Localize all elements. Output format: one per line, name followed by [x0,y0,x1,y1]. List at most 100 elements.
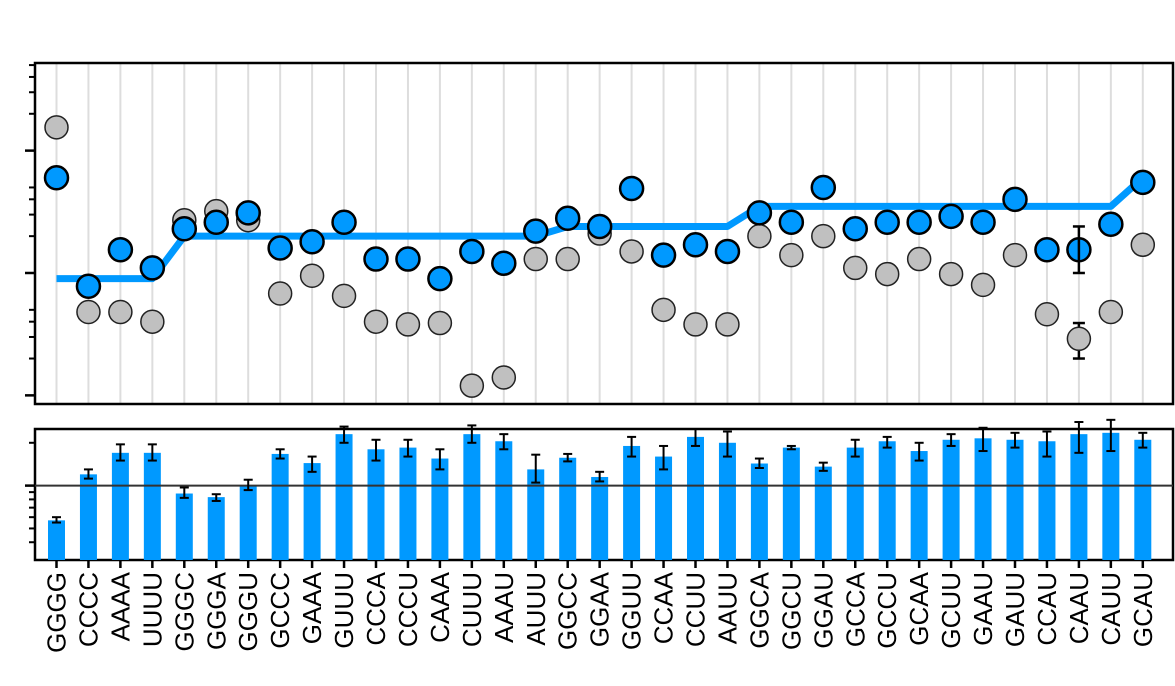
x-tick-label-GGGU: GGGU [233,572,263,651]
bar-AAAA [111,452,129,560]
x-tick-label-GGUU: GGUU [617,572,647,650]
grey-point-GGCA [747,223,772,249]
bar-CAAA [431,458,449,560]
blue-point-GUUU [331,209,357,235]
x-tick-label-CCAU: CCAU [1032,572,1062,646]
grey-point-CUUU [459,373,485,398]
bar-AAUU [718,442,736,560]
grey-point-GCCU [874,261,900,287]
blue-point-GGCA [746,200,773,226]
x-tick-label-GGGC: GGGC [169,572,199,651]
x-tick-label-GGCA: GGCA [744,571,774,648]
grey-point-CAAA [427,310,453,336]
bar-GGUU [623,445,641,560]
bar-GCAA [910,451,928,560]
x-tick-label-CAAA: CAAA [425,571,455,642]
x-tick-label-GGGA: GGGA [201,571,231,650]
x-tick-label-UUUU: UUUU [137,572,167,647]
x-tick-label-GCCA: GCCA [840,571,870,647]
blue-point-GGGA [203,209,229,235]
blue-point-AAAU [491,250,517,277]
grey-point-GCUU [938,261,964,287]
bar-CUUU [463,434,481,560]
grey-point-GGAU [811,223,836,249]
grey-point-AAUU [715,312,740,337]
grey-point-GCAU [1130,232,1156,258]
x-tick-label-GGGG: GGGG [42,572,72,653]
grey-point-CCUU [683,312,708,337]
bar-GGGA [207,497,225,560]
x-tick-label-GAAA: GAAA [297,571,327,644]
grey-point-AUUU [523,246,548,272]
blue-point-GCAA [906,209,932,235]
grey-point-GAAU [970,272,996,298]
bar-GGAU [814,466,832,560]
blue-point-GCUU [938,203,964,230]
grey-point-CCCU [395,312,421,337]
x-tick-label-GUUU: GUUU [329,572,359,649]
bar-AUUU [527,469,545,560]
x-tick-label-GGAU: GGAU [808,572,838,649]
x-tick-label-GCAU: GCAU [1128,572,1158,647]
blue-point-GGAA [586,213,613,240]
bar-GGCC [559,457,577,560]
grey-point-GGUU [619,239,644,264]
blue-point-CCAA [650,242,677,268]
blue-point-GGAU [810,174,837,201]
blue-point-GCCA [842,215,868,242]
x-tick-label-AUUU: AUUU [521,572,551,646]
grey-point-CAAU [1066,326,1092,352]
blue-point-AAAA [107,236,134,263]
x-tick-label-GGAA: GGAA [585,571,615,647]
blue-point-GGGG [43,165,70,191]
x-tick-label-GGCC: GGCC [553,572,583,650]
blue-point-GGCU [778,209,805,235]
bar-CCCU [399,447,417,560]
x-tick-label-CCUU: CCUU [681,572,711,647]
x-tick-label-CCCC: CCCC [73,572,103,647]
bar-CCUU [687,436,704,560]
grey-point-GGGG [44,115,69,140]
bar-CCCA [367,449,385,560]
blue-point-GGUU [618,175,645,202]
grey-point-UUUU [140,309,165,334]
bar-UUUU [143,452,161,560]
grey-point-CAUU [1098,299,1124,325]
grey-point-CCCC [76,299,101,325]
bar-CAUU [1102,432,1120,560]
bar-GCCU [878,441,896,560]
blue-point-GAAU [970,209,996,235]
blue-point-CCUU [682,232,709,258]
grey-point-GAAA [299,263,325,288]
grey-point-GCCA [843,255,868,281]
blue-point-CCCC [75,273,102,299]
x-tick-label-GCCC: GCCC [265,572,295,649]
top-panel [25,61,1175,406]
grey-point-GGCU [779,242,804,268]
blue-point-CCCA [363,246,389,272]
bar-GCCA [846,447,864,560]
blue-point-GCAU [1130,169,1156,196]
blue-point-UUUU [139,255,166,281]
x-tick-label-GGCU: GGCU [776,572,806,650]
bar-GGAA [591,476,609,560]
x-tick-label-GCCU: GCCU [872,572,902,649]
grey-point-CCAA [651,297,676,323]
bar-GAAA [303,463,321,560]
grey-point-GCAA [906,246,932,272]
bar-GUUU [335,434,353,560]
bar-GGCU [782,447,800,560]
bar-GGGG [48,520,65,560]
x-tick-label-CCAA: CCAA [649,571,679,644]
grey-point-CCAU [1034,302,1060,327]
x-tick-label-AAAU: AAAU [489,572,519,643]
blue-point-GCCC [267,235,293,261]
x-tick-label-GAUU: GAUU [1000,572,1030,647]
grey-point-GCCC [267,281,293,306]
x-tick-label-CUUU: CUUU [457,572,487,647]
bar-GGCA [750,463,768,560]
blue-point-CCCU [395,246,421,272]
grey-point-CCCA [363,309,389,334]
bar-GGGC [175,493,193,560]
